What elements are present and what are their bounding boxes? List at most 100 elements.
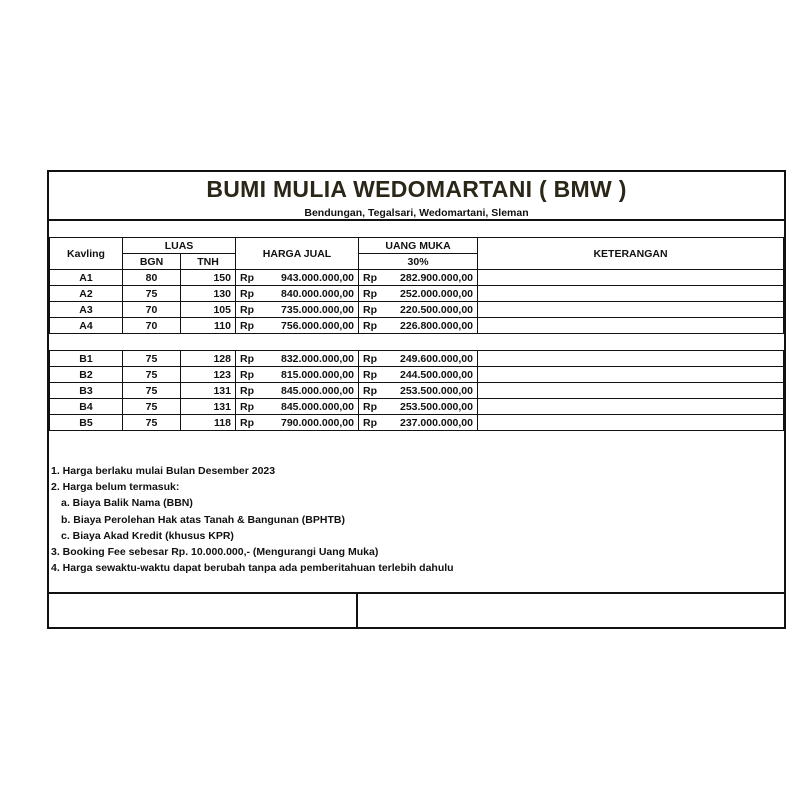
bgn-cell: 80 bbox=[122, 269, 181, 286]
header-tnh: TNH bbox=[180, 253, 236, 270]
kavling-cell: A2 bbox=[49, 285, 123, 302]
note-item: 3. Booking Fee sebesar Rp. 10.000.000,- … bbox=[51, 546, 379, 559]
note-item: 2. Harga belum termasuk: bbox=[51, 481, 180, 494]
divider bbox=[49, 592, 784, 594]
tnh-cell: 131 bbox=[180, 398, 236, 415]
table-row: B2 75 123 Rp 815.000.000,00 Rp 244.500.000,00 bbox=[49, 366, 784, 383]
currency-label: Rp bbox=[358, 398, 383, 415]
currency-label: Rp bbox=[358, 285, 383, 302]
note-item: a. Biaya Balik Nama (BBN) bbox=[61, 497, 193, 510]
divider bbox=[356, 594, 358, 627]
uang-muka-cell: 253.500.000,00 bbox=[382, 382, 478, 399]
currency-label: Rp bbox=[235, 285, 260, 302]
harga-cell: 790.000.000,00 bbox=[259, 414, 359, 431]
tnh-cell: 123 bbox=[180, 366, 236, 383]
currency-label: Rp bbox=[358, 317, 383, 334]
keterangan-cell bbox=[477, 350, 784, 367]
kavling-cell: B5 bbox=[49, 414, 123, 431]
currency-label: Rp bbox=[235, 301, 260, 318]
currency-label: Rp bbox=[235, 382, 260, 399]
header-bgn: BGN bbox=[122, 253, 181, 270]
bgn-cell: 75 bbox=[122, 366, 181, 383]
uang-muka-cell: 252.000.000,00 bbox=[382, 285, 479, 302]
bgn-cell: 70 bbox=[122, 317, 181, 334]
currency-label: Rp bbox=[235, 350, 260, 367]
keterangan-cell bbox=[477, 301, 784, 318]
kavling-cell: A1 bbox=[49, 269, 123, 286]
bgn-cell: 75 bbox=[122, 414, 181, 431]
note-item: 1. Harga berlaku mulai Bulan Desember 20… bbox=[51, 465, 276, 477]
uang-muka-cell: 244.500.000,00 bbox=[382, 366, 478, 383]
price-list-sheet: BUMI MULIA WEDOMARTANI ( BMW ) Bendungan… bbox=[47, 170, 786, 629]
tnh-cell: 110 bbox=[180, 317, 236, 334]
table-row: A4 70 110 Rp 756.000.000,00 Rp 226.800.000,00 bbox=[49, 317, 784, 334]
bgn-cell: 75 bbox=[122, 398, 181, 415]
table-row: A1 80 150 Rp 943.000.000,00 Rp 282.900.000,00 bbox=[49, 269, 784, 286]
currency-label: Rp bbox=[358, 366, 383, 383]
keterangan-cell bbox=[477, 414, 784, 431]
header-luas: LUAS bbox=[122, 237, 236, 254]
harga-cell: 832.000.000,00 bbox=[259, 350, 359, 367]
header-keterangan: KETERANGAN bbox=[477, 237, 784, 270]
kavling-cell: A4 bbox=[49, 317, 123, 334]
keterangan-cell bbox=[477, 366, 784, 383]
price-table-a: Kavling LUAS HARGA JUAL UANG MUKA KETERA… bbox=[49, 237, 784, 334]
currency-label: Rp bbox=[235, 269, 260, 286]
table-row: A3 70 105 Rp 735.000.000,00 Rp 220.500.000,00 bbox=[49, 301, 784, 318]
tnh-cell: 118 bbox=[180, 414, 236, 431]
header-uang-muka: UANG MUKA bbox=[358, 237, 479, 254]
harga-cell: 845.000.000,00 bbox=[259, 398, 359, 415]
currency-label: Rp bbox=[235, 398, 260, 415]
table-row: B1 75 128 Rp 832.000.000,00 Rp 249.600.000,00 bbox=[49, 350, 784, 367]
uang-muka-cell: 220.500.000,00 bbox=[382, 301, 479, 318]
notes-list: 1. Harga berlaku mulai Bulan Desember 20… bbox=[51, 463, 454, 576]
header-harga-jual: HARGA JUAL bbox=[234, 237, 360, 270]
currency-label: Rp bbox=[358, 269, 383, 286]
divider bbox=[49, 219, 784, 221]
tnh-cell: 130 bbox=[180, 285, 236, 302]
page-title: BUMI MULIA WEDOMARTANI ( BMW ) bbox=[206, 176, 627, 202]
table-row: B4 75 131 Rp 845.000.000,00 Rp 253.500.000,00 bbox=[49, 398, 784, 415]
harga-cell: 735.000.000,00 bbox=[259, 301, 360, 318]
uang-muka-cell: 253.500.000,00 bbox=[382, 398, 478, 415]
tnh-cell: 150 bbox=[180, 269, 236, 286]
harga-cell: 756.000.000,00 bbox=[259, 317, 360, 334]
keterangan-cell bbox=[477, 382, 784, 399]
uang-muka-cell: 237.000.000,00 bbox=[382, 414, 478, 431]
bgn-cell: 75 bbox=[122, 350, 181, 367]
table-row: B5 75 118 Rp 790.000.000,00 Rp 237.000.000,00 bbox=[49, 414, 784, 431]
bgn-cell: 75 bbox=[122, 285, 181, 302]
kavling-cell: B4 bbox=[49, 398, 123, 415]
currency-label: Rp bbox=[358, 414, 383, 431]
harga-cell: 815.000.000,00 bbox=[259, 366, 359, 383]
tnh-cell: 128 bbox=[180, 350, 236, 367]
table-row: A2 75 130 Rp 840.000.000,00 Rp 252.000.000,00 bbox=[49, 285, 784, 302]
note-item: b. Biaya Perolehan Hak atas Tanah & Bang… bbox=[61, 513, 345, 526]
table-row: B3 75 131 Rp 845.000.000,00 Rp 253.500.000,00 bbox=[49, 382, 784, 399]
kavling-cell: B1 bbox=[49, 350, 123, 367]
bgn-cell: 75 bbox=[122, 382, 181, 399]
tnh-cell: 131 bbox=[180, 382, 236, 399]
currency-label: Rp bbox=[235, 366, 260, 383]
keterangan-cell bbox=[477, 398, 784, 415]
uang-muka-cell: 249.600.000,00 bbox=[382, 350, 478, 367]
kavling-cell: B2 bbox=[49, 366, 123, 383]
header-uang-muka-pct: 30% bbox=[358, 253, 479, 270]
currency-label: Rp bbox=[235, 317, 260, 334]
note-item: 4. Harga sewaktu-waktu dapat berubah tan… bbox=[51, 562, 454, 575]
note-item: c. Biaya Akad Kredit (khusus KPR) bbox=[61, 529, 234, 542]
keterangan-cell bbox=[477, 317, 784, 334]
uang-muka-cell: 226.800.000,00 bbox=[382, 317, 479, 334]
currency-label: Rp bbox=[235, 414, 260, 431]
bgn-cell: 70 bbox=[122, 301, 181, 318]
tnh-cell: 105 bbox=[180, 301, 236, 318]
price-table-b: B1 75 128 Rp 832.000.000,00 Rp 249.600.000,00 B… bbox=[49, 350, 784, 431]
kavling-cell: B3 bbox=[49, 382, 123, 399]
harga-cell: 943.000.000,00 bbox=[259, 269, 360, 286]
currency-label: Rp bbox=[358, 382, 383, 399]
kavling-cell: A3 bbox=[49, 301, 123, 318]
harga-cell: 840.000.000,00 bbox=[259, 285, 360, 302]
keterangan-cell bbox=[477, 285, 784, 302]
location-subtitle: Bendungan, Tegalsari, Wedomartani, Slema… bbox=[304, 207, 529, 219]
keterangan-cell bbox=[477, 269, 784, 286]
